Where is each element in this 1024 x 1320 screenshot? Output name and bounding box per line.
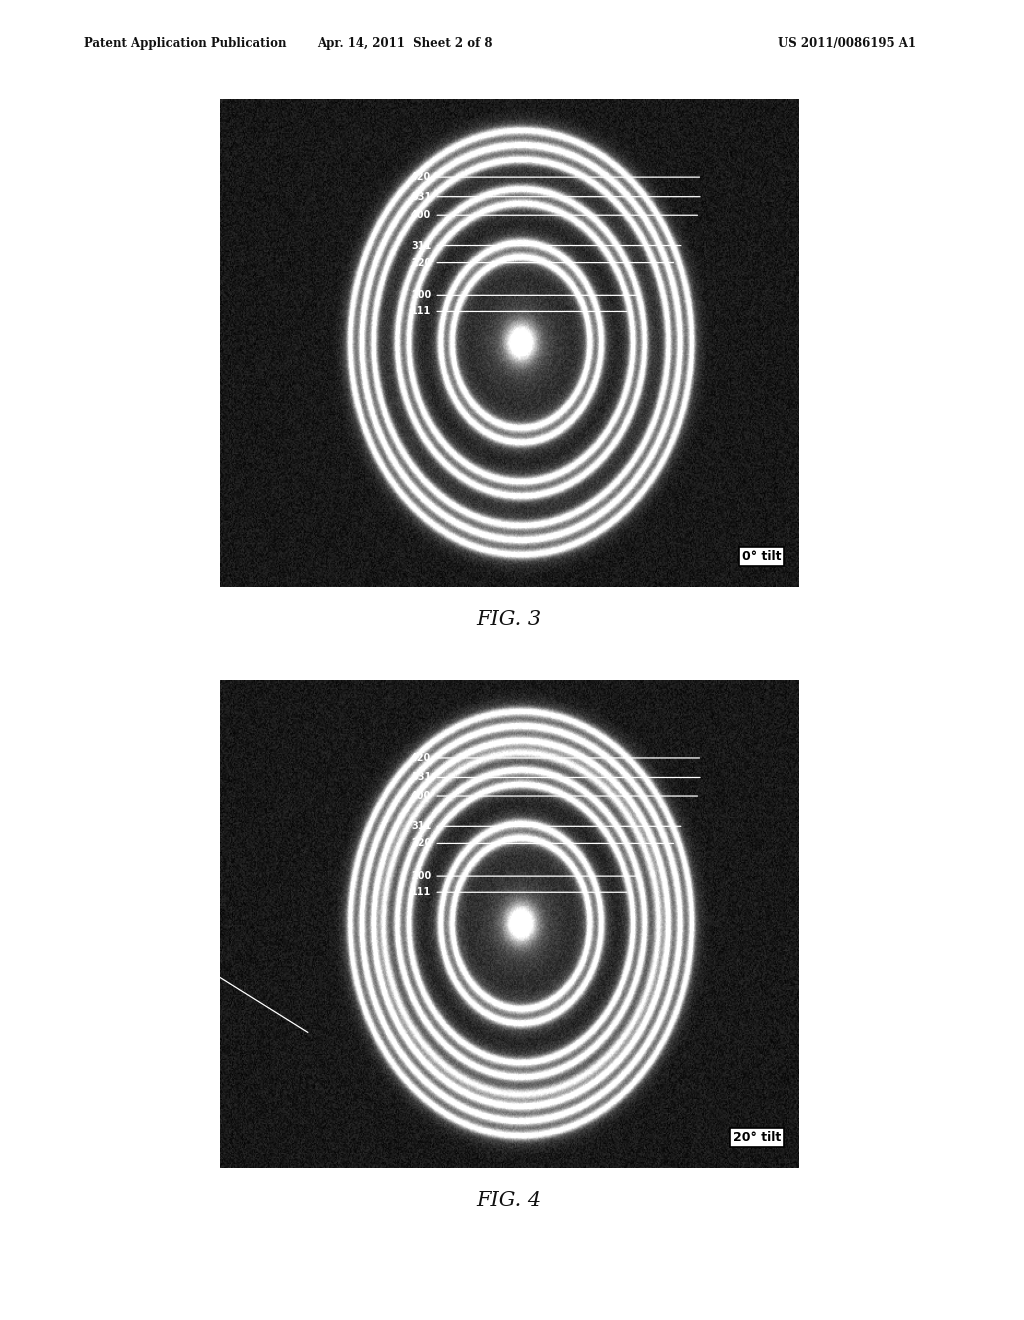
- Text: 400: 400: [411, 210, 431, 220]
- Text: 222: 222: [174, 958, 195, 968]
- Text: 311: 311: [411, 821, 431, 832]
- Text: FIG. 3: FIG. 3: [476, 610, 542, 628]
- Text: 200: 200: [411, 290, 431, 301]
- Text: Patent Application Publication: Patent Application Publication: [84, 37, 287, 50]
- Text: US 2011/0086195 A1: US 2011/0086195 A1: [778, 37, 916, 50]
- Text: 220: 220: [411, 257, 431, 268]
- Text: Apr. 14, 2011  Sheet 2 of 8: Apr. 14, 2011 Sheet 2 of 8: [316, 37, 493, 50]
- Text: 400: 400: [411, 791, 431, 801]
- Text: 200: 200: [411, 871, 431, 882]
- Text: 20° tilt: 20° tilt: [733, 1131, 781, 1143]
- Text: 111: 111: [411, 887, 431, 898]
- Text: 0° tilt: 0° tilt: [741, 550, 781, 562]
- Text: 220: 220: [411, 838, 431, 849]
- Text: 420: 420: [411, 172, 431, 182]
- Text: 311: 311: [411, 240, 431, 251]
- Text: 331: 331: [411, 772, 431, 783]
- Text: 111: 111: [411, 306, 431, 317]
- Text: 331: 331: [411, 191, 431, 202]
- Text: 420: 420: [411, 752, 431, 763]
- Text: FIG. 4: FIG. 4: [476, 1191, 542, 1209]
